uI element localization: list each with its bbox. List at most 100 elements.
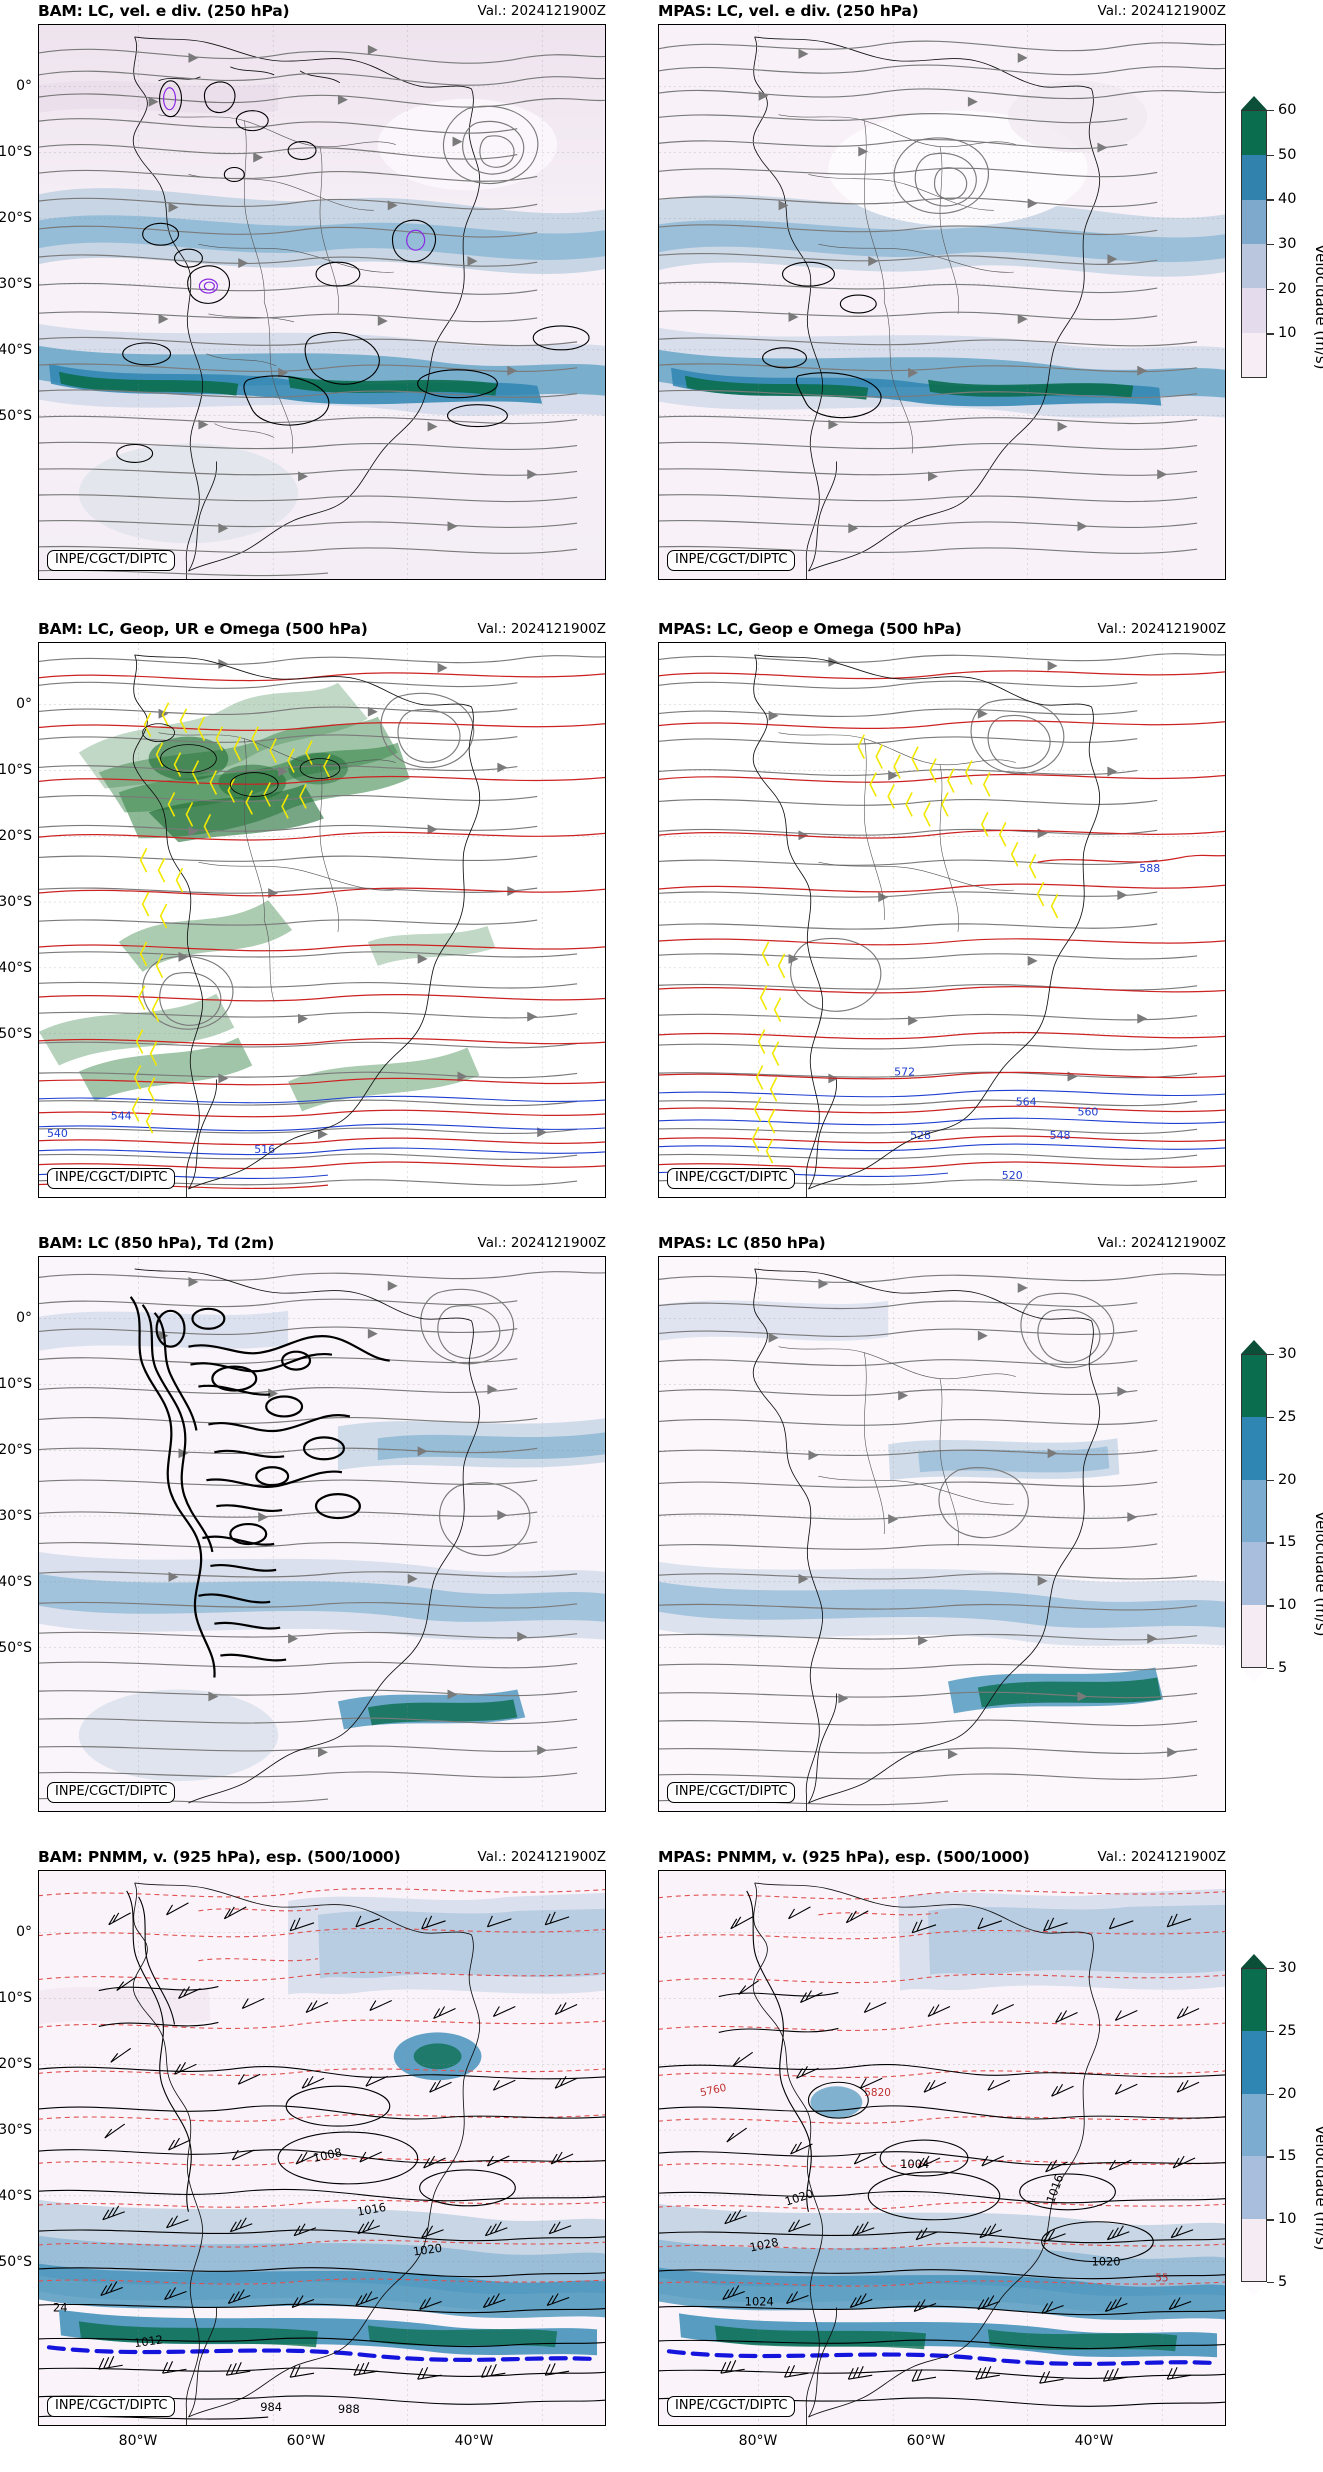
ytick-10s: 10°S [0, 1376, 32, 1392]
colorbar-velocity-250hpa: 60 50 40 30 20 10 Velocidade (m/s) [1240, 96, 1323, 378]
panel-title-block: MPAS: LC (850 hPa) Val.: 2024121900Z [658, 1234, 1226, 1254]
panel-bam-850hpa: BAM: LC (850 hPa), Td (2m) Val.: 2024121… [0, 1234, 606, 1812]
colorbar-tick-50: 50 [1278, 146, 1297, 163]
panel-title-block: BAM: LC, Geop, UR e Omega (500 hPa) Val.… [38, 620, 606, 640]
map-graphic: 588 572 564 560 548 528 520 [659, 643, 1225, 1197]
panel-title: MPAS: LC (850 hPa) [658, 1234, 826, 1252]
colorbar-gradient [1241, 1354, 1267, 1668]
ytick-10s: 10°S [0, 762, 32, 778]
watermark-label: INPE/CGCT/DIPTC [667, 1782, 796, 1803]
colorbar-tick-20: 20 [1278, 1471, 1297, 1488]
colorbar-velocity-850hpa: 30 25 20 15 10 5 Velocidade (m/s) [1240, 1340, 1323, 1682]
ytick-20s: 20°S [0, 210, 32, 226]
ytick-50s: 50°S [0, 408, 32, 424]
ytick-0: 0° [16, 78, 32, 94]
panel-title: BAM: PNMM, v. (925 hPa), esp. (500/1000) [38, 1848, 401, 1866]
map-graphic: 1004 1020 1016 1028 1024 5760 5820 55 10… [659, 1871, 1225, 2425]
panel-title: BAM: LC, vel. e div. (250 hPa) [38, 2, 290, 20]
colorbar-tick-10: 10 [1278, 325, 1297, 342]
ytick-0: 0° [16, 1310, 32, 1326]
watermark-label: INPE/CGCT/DIPTC [667, 550, 796, 571]
isobar-label-1012: 1012 [133, 2332, 164, 2350]
panel-row-pnmm: BAM: PNMM, v. (925 hPa), esp. (500/1000)… [0, 1846, 1323, 2464]
ytick-40s: 40°S [0, 342, 32, 358]
map-canvas[interactable]: INPE/CGCT/DIPTC [38, 1256, 606, 1812]
panel-mpas-250hpa: MPAS: LC, vel. e div. (250 hPa) Val.: 20… [658, 2, 1226, 580]
panel-title: MPAS: LC, Geop e Omega (500 hPa) [658, 620, 962, 638]
map-graphic [39, 1257, 605, 1811]
map-canvas[interactable]: 1008 1016 1020 1012 988 984 24 INPE/CGCT… [38, 1870, 606, 2426]
panel-bam-250hpa: BAM: LC, vel. e div. (250 hPa) Val.: 202… [0, 2, 606, 580]
panel-mpas-850hpa: MPAS: LC (850 hPa) Val.: 2024121900Z [658, 1234, 1226, 1812]
geop-label-544: 544 [111, 1109, 132, 1122]
ytick-50s: 50°S [0, 2254, 32, 2270]
watermark-label: INPE/CGCT/DIPTC [47, 550, 176, 571]
panel-title: BAM: LC, Geop, UR e Omega (500 hPa) [38, 620, 368, 638]
geop-label-540: 540 [47, 1127, 68, 1140]
panel-valid-time: Val.: 2024121900Z [477, 3, 606, 19]
map-graphic [659, 1257, 1225, 1811]
panel-mpas-500hpa: MPAS: LC, Geop e Omega (500 hPa) Val.: 2… [658, 620, 1226, 1198]
colorbar-tick-20: 20 [1278, 280, 1297, 297]
colorbar-tick-10: 10 [1278, 1597, 1297, 1614]
map-canvas[interactable]: 540 544 516 [38, 642, 606, 1198]
colorbar-tick-10: 10 [1278, 2211, 1297, 2228]
map-canvas[interactable]: INPE/CGCT/DIPTC [38, 24, 606, 580]
watermark-label: INPE/CGCT/DIPTC [47, 1782, 176, 1803]
map-graphic [39, 25, 605, 579]
colorbar-extend-top [1240, 1954, 1267, 1968]
panel-title-block: MPAS: PNMM, v. (925 hPa), esp. (500/1000… [658, 1848, 1226, 1868]
isobar-label-1028: 1028 [748, 2235, 779, 2255]
map-canvas[interactable]: INPE/CGCT/DIPTC [658, 24, 1226, 580]
colorbar-tick-30: 30 [1278, 1346, 1297, 1362]
panel-title: MPAS: PNMM, v. (925 hPa), esp. (500/1000… [658, 1848, 1030, 1866]
panel-valid-time: Val.: 2024121900Z [1097, 3, 1226, 19]
thickness-label-5820: 5820 [864, 2087, 891, 2099]
ytick-20s: 20°S [0, 2056, 32, 2072]
map-graphic [659, 25, 1225, 579]
isobar-label-1020b: 1020 [1091, 2255, 1120, 2269]
geop-label-548: 548 [1050, 1129, 1071, 1142]
map-canvas[interactable]: 1004 1020 1016 1028 1024 5760 5820 55 10… [658, 1870, 1226, 2426]
isobar-label-1016: 1016 [356, 2200, 387, 2219]
colorbar-velocity-pnmm: 30 25 20 15 10 5 Velocidade (m/s) [1240, 1954, 1323, 2296]
isobar-label-1020: 1020 [412, 2241, 443, 2259]
map-canvas[interactable]: INPE/CGCT/DIPTC [658, 1256, 1226, 1812]
geop-label-560: 560 [1078, 1105, 1099, 1118]
panel-title: MPAS: LC, vel. e div. (250 hPa) [658, 2, 919, 20]
colorbar-tick-20: 20 [1278, 2085, 1297, 2102]
geop-label-572: 572 [894, 1065, 915, 1078]
panel-valid-time: Val.: 2024121900Z [1097, 1849, 1226, 1865]
xtick-80w: 80°W [118, 2433, 158, 2449]
colorbar-extend-bottom [1240, 2282, 1267, 2296]
colorbar-gradient [1241, 110, 1267, 378]
colorbar-extend-top [1240, 96, 1267, 110]
map-graphic: 540 544 516 [39, 643, 605, 1197]
map-canvas[interactable]: 588 572 564 560 548 528 520 [658, 642, 1226, 1198]
panel-bam-500hpa: BAM: LC, Geop, UR e Omega (500 hPa) Val.… [0, 620, 606, 1198]
panel-row-500hpa: BAM: LC, Geop, UR e Omega (500 hPa) Val.… [0, 618, 1323, 1236]
isobar-label-984: 984 [260, 2400, 282, 2414]
map-graphic: 1008 1016 1020 1012 988 984 24 [39, 1871, 605, 2425]
xtick-60w: 60°W [286, 2433, 326, 2449]
ytick-10s: 10°S [0, 144, 32, 160]
colorbar-tick-5: 5 [1278, 2274, 1288, 2290]
isobar-label-1008: 1008 [312, 2145, 343, 2165]
colorbar-tick-30: 30 [1278, 236, 1297, 252]
panel-valid-time: Val.: 2024121900Z [1097, 621, 1226, 637]
ytick-10s: 10°S [0, 1990, 32, 2006]
thickness-label-55: 55 [1155, 2273, 1168, 2285]
colorbar-tick-15: 15 [1278, 1534, 1297, 1551]
panel-valid-time: Val.: 2024121900Z [477, 1235, 606, 1251]
watermark-label: INPE/CGCT/DIPTC [47, 1168, 176, 1189]
ytick-50s: 50°S [0, 1026, 32, 1042]
isobar-label-988: 988 [338, 2402, 360, 2416]
ytick-30s: 30°S [0, 894, 32, 910]
ytick-30s: 30°S [0, 276, 32, 292]
panel-title-block: MPAS: LC, vel. e div. (250 hPa) Val.: 20… [658, 2, 1226, 22]
panel-title-block: BAM: PNMM, v. (925 hPa), esp. (500/1000)… [38, 1848, 606, 1868]
ytick-40s: 40°S [0, 960, 32, 976]
panel-valid-time: Val.: 2024121900Z [477, 1849, 606, 1865]
isobar-label-24: 24 [53, 2300, 68, 2314]
